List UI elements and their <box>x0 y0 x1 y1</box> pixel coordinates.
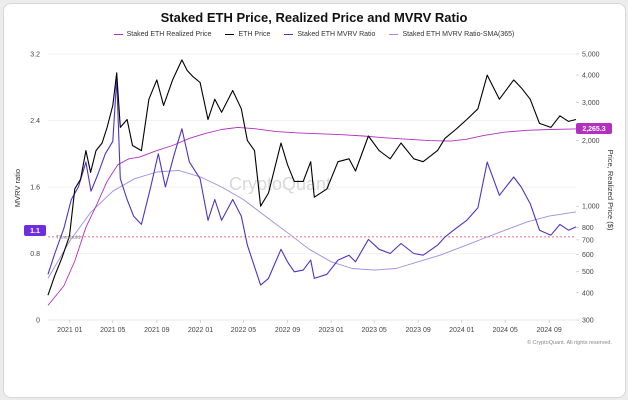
x-tick-label: 2023 01 <box>318 327 343 334</box>
x-tick-label: 2021 01 <box>57 327 82 334</box>
y-right-tick-label: 700 <box>582 237 594 244</box>
chart-legend: Staked ETH Realized Price ETH Price Stak… <box>0 31 628 38</box>
left-value-badge: 1.1 <box>24 225 46 236</box>
y-axis-left-title: MVRV ratio <box>13 169 22 207</box>
watermark-text: CryptoQuant <box>229 174 331 194</box>
legend-label: ETH Price <box>238 31 271 38</box>
legend-item-eth-price[interactable]: ETH Price <box>225 31 270 38</box>
x-tick-label: 2023 05 <box>361 327 386 334</box>
y-right-tick-label: 800 <box>582 225 594 232</box>
x-tick-label: 2022 05 <box>231 327 256 334</box>
legend-label: Staked ETH Realized Price <box>126 31 212 38</box>
chart-title: Staked ETH Price, Realized Price and MVR… <box>160 10 468 25</box>
series-line-eth-price <box>47 59 577 296</box>
y-right-tick-label: 5,000 <box>582 52 600 59</box>
series-line-staked-eth-realized-price <box>47 126 577 306</box>
legend-swatch <box>284 34 294 35</box>
x-tick-label: 2024 05 <box>492 327 517 334</box>
y-right-tick-label: 600 <box>582 252 594 259</box>
series-layer <box>47 59 577 306</box>
x-tick-label: 2024 01 <box>449 327 474 334</box>
legend-swatch <box>225 34 235 35</box>
y-right-tick-label: 300 <box>582 318 594 325</box>
y-left-tick-label: 1.6 <box>30 185 40 192</box>
y-right-tick-label: 400 <box>582 290 594 297</box>
y-left-tick-label: 0.8 <box>30 251 40 258</box>
legend-swatch <box>389 34 399 35</box>
legend-label: Staked ETH MVRV Ratio-SMA(365) <box>402 31 515 38</box>
legend-swatch <box>113 34 123 35</box>
legend-item-realized-price[interactable]: Staked ETH Realized Price <box>113 31 212 38</box>
legend-item-mvrv-ratio[interactable]: Staked ETH MVRV Ratio <box>284 31 375 38</box>
legend-label: Staked ETH MVRV Ratio <box>297 31 376 38</box>
x-tick-label: 2022 09 <box>275 327 300 334</box>
x-tick-label: 2021 05 <box>100 327 125 334</box>
x-tick-label: 2022 01 <box>188 327 213 334</box>
credit-text: © CryptoQuant. All rights reserved. <box>527 339 613 346</box>
x-tick-label: 2021 09 <box>144 327 169 334</box>
x-tick-label: 2023 09 <box>405 327 430 334</box>
x-axis: 2021 01 2021 05 2021 09 2022 01 2022 05 2022 … <box>57 320 562 334</box>
y-axis-right-title: Price, Realized Price ($) <box>606 150 615 231</box>
y-right-tick-label: 3,000 <box>582 100 600 107</box>
y-left-tick-label: 3.2 <box>30 52 40 59</box>
y-left-tick-label: 2.4 <box>30 118 40 125</box>
y-right-tick-label: 1,000 <box>582 204 600 211</box>
right-badge-text: 2,265.3 <box>582 126 605 133</box>
threshold-label: Threshold <box>56 235 80 241</box>
y-axis-left: 0 0.8 1.6 2.4 3.2 <box>30 52 40 325</box>
legend-item-mvrv-sma[interactable]: Staked ETH MVRV Ratio-SMA(365) <box>389 31 514 38</box>
y-left-tick-label: 0 <box>36 318 40 325</box>
series-line-staked-eth-mvrv-ratio-sma-365 <box>47 169 577 279</box>
x-tick-label: 2024 09 <box>536 327 561 334</box>
y-right-tick-label: 4,000 <box>582 73 600 80</box>
left-badge-text: 1.1 <box>30 228 40 235</box>
y-axis-right: 300 400 500 600 700 800 1,000 2,000 3,000 4,000 5,… <box>576 52 600 325</box>
chart-card <box>3 3 626 398</box>
right-value-badge: 2,265.3 <box>576 123 612 134</box>
grid-layer <box>48 53 576 321</box>
y-right-tick-label: 2,000 <box>582 138 600 145</box>
y-right-tick-label: 500 <box>582 269 594 276</box>
